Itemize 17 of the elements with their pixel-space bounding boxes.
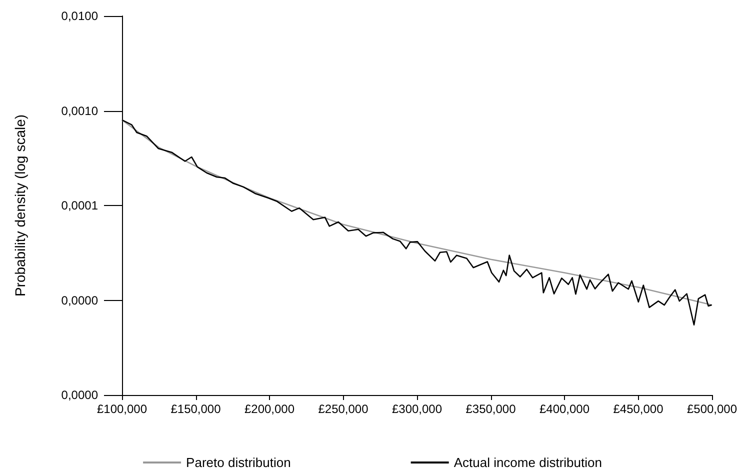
x-tick-label: £400,000 [539, 402, 590, 416]
legend-label: Actual income distribution [454, 455, 602, 470]
y-axis-title: Probability density (log scale) [12, 114, 28, 297]
y-tick-label: 0,0000 [61, 293, 98, 308]
x-tick-label: £350,000 [466, 402, 516, 416]
x-tick-label: £100,000 [96, 402, 148, 416]
y-tick-label: 0,0010 [61, 104, 98, 118]
x-tick-label: £250,000 [318, 402, 369, 416]
y-tick-label: 0,0100 [61, 9, 98, 23]
x-tick-label: £450,000 [613, 402, 664, 416]
y-tick-label: 0,0000 [61, 388, 98, 402]
x-tick-label: £150,000 [170, 402, 222, 416]
legend-label: Pareto distribution [186, 455, 291, 470]
x-tick-label: £200,000 [244, 402, 295, 416]
x-tick-label: £300,000 [392, 402, 442, 416]
x-tick-label: £500,000 [686, 402, 738, 416]
y-tick-label: 0,0001 [61, 198, 98, 212]
